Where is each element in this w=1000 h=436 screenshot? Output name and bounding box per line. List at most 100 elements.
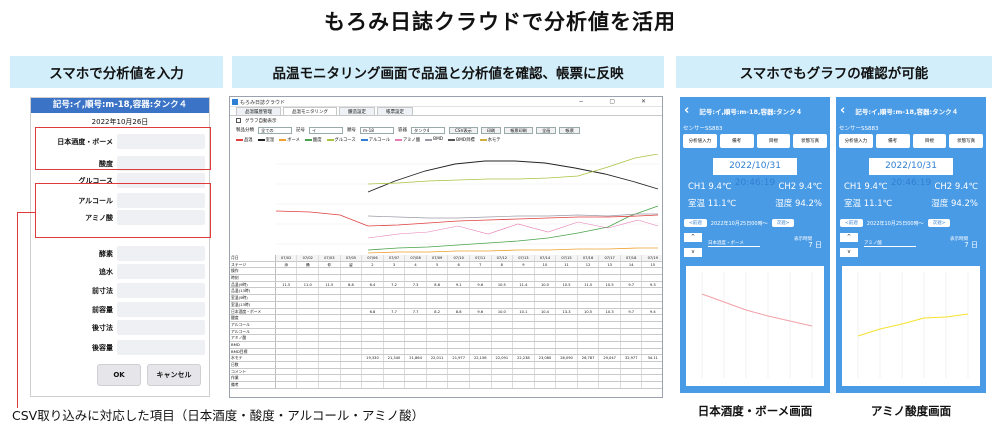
grid-cell[interactable] (341, 348, 363, 355)
grid-cell[interactable] (599, 341, 621, 348)
filter-button[interactable]: 帳票 (559, 126, 580, 134)
grid-cell[interactable]: 22,011 (427, 355, 449, 361)
grid-cell[interactable] (556, 335, 578, 341)
grid-cell[interactable] (319, 355, 341, 361)
grid-cell[interactable] (427, 315, 449, 321)
tab-1[interactable]: 品温モニタリング (283, 107, 337, 115)
grid-cell[interactable] (297, 362, 320, 368)
grid-cell[interactable] (513, 328, 535, 335)
grid-cell[interactable] (427, 362, 449, 368)
phone-action-button[interactable]: 目視 (756, 134, 791, 148)
phone-action-button[interactable]: 状態写真 (949, 134, 983, 148)
grid-cell[interactable] (470, 321, 492, 328)
grid-cell[interactable] (276, 308, 298, 315)
selector-up[interactable]: ^ (840, 233, 858, 242)
back-chevron-icon[interactable]: ‹ (840, 103, 846, 118)
grid-cell[interactable] (427, 375, 449, 382)
grid-cell[interactable] (642, 335, 662, 341)
next-week-button[interactable]: 次週> (927, 219, 951, 227)
grid-cell[interactable] (319, 308, 341, 315)
grid-cell[interactable] (448, 328, 470, 335)
grid-cell[interactable] (405, 341, 427, 348)
grid-cell[interactable] (578, 375, 600, 382)
grid-cell[interactable]: 22,091 (492, 355, 514, 361)
grid-cell[interactable] (599, 382, 621, 388)
grid-cell[interactable] (384, 321, 406, 328)
grid-cell[interactable] (492, 362, 514, 368)
no-input[interactable]: m-18 (360, 126, 394, 134)
grid-cell[interactable] (405, 321, 427, 328)
display-hours-value[interactable]: 7 日 (808, 240, 822, 250)
grid-cell[interactable] (448, 335, 470, 341)
grid-cell[interactable] (341, 321, 363, 328)
grid-cell[interactable] (642, 322, 662, 328)
grid-cell[interactable] (621, 362, 643, 368)
grid-cell[interactable] (297, 321, 320, 328)
grid-cell[interactable] (319, 341, 341, 348)
grid-cell[interactable] (621, 375, 643, 382)
grid-cell[interactable] (556, 375, 578, 382)
grid-cell[interactable] (492, 328, 514, 335)
grid-cell[interactable]: 10.5 (578, 308, 600, 315)
grid-cell[interactable]: 34.11 (642, 355, 662, 361)
grid-cell[interactable]: 7.7 (405, 308, 427, 315)
grid-cell[interactable]: 8.8 (448, 308, 470, 315)
series-name[interactable]: 日本酒度・ボーメ (708, 240, 760, 247)
grid-cell[interactable] (513, 341, 535, 348)
grid-cell[interactable] (621, 321, 643, 328)
grid-cell[interactable] (492, 315, 514, 321)
grid-cell[interactable] (621, 341, 643, 348)
grid-cell[interactable] (427, 348, 449, 355)
grid-cell[interactable] (384, 368, 406, 375)
grid-cell[interactable] (341, 328, 363, 335)
grid-cell[interactable] (621, 382, 643, 388)
tank-input[interactable]: タンク4 (411, 126, 445, 134)
selector-down[interactable]: v (684, 248, 702, 257)
grid-cell[interactable] (427, 341, 449, 348)
grid-cell[interactable] (276, 348, 298, 355)
grid-cell[interactable]: 7.7 (384, 308, 406, 315)
grid-cell[interactable]: 28,090 (556, 355, 578, 361)
next-week-button[interactable]: 次週> (771, 219, 795, 227)
grid-cell[interactable] (319, 335, 341, 341)
grid-cell[interactable] (448, 315, 470, 321)
grid-cell[interactable] (362, 368, 384, 375)
grid-cell[interactable] (621, 348, 643, 355)
grid-cell[interactable] (599, 362, 621, 368)
grid-cell[interactable] (448, 368, 470, 375)
selector-up[interactable]: ^ (684, 233, 702, 242)
series-name[interactable]: アミノ酸 (864, 240, 916, 247)
grid-cell[interactable] (599, 321, 621, 328)
grid-cell[interactable] (276, 375, 298, 382)
grid-cell[interactable]: 21,340 (384, 355, 406, 361)
grid-cell[interactable] (470, 315, 492, 321)
phone-action-button[interactable]: 備考 (719, 134, 754, 148)
grid-cell[interactable] (276, 315, 298, 321)
grid-cell[interactable] (319, 362, 341, 368)
input-field[interactable] (117, 193, 205, 208)
grid-cell[interactable] (448, 321, 470, 328)
grid-cell[interactable] (492, 335, 514, 341)
grid-cell[interactable] (362, 382, 384, 388)
grid-cell[interactable] (362, 341, 384, 348)
filter-button[interactable]: 全画 (535, 126, 557, 134)
grid-cell[interactable] (556, 341, 578, 348)
grid-cell[interactable] (578, 321, 600, 328)
grid-cell[interactable] (405, 362, 427, 368)
grid-cell[interactable] (513, 348, 535, 355)
grid-cell[interactable]: 19,330 (362, 355, 384, 361)
group-input[interactable]: 全ての (258, 126, 292, 134)
grid-cell[interactable]: 10.0 (492, 308, 514, 315)
grid-cell[interactable] (492, 341, 514, 348)
grid-cell[interactable] (427, 328, 449, 335)
grid-cell[interactable] (405, 315, 427, 321)
grid-cell[interactable] (362, 362, 384, 368)
grid-cell[interactable] (642, 342, 662, 348)
filter-button[interactable]: 帳票印刷 (504, 126, 533, 134)
grid-cell[interactable] (341, 335, 363, 341)
grid-cell[interactable] (492, 321, 514, 328)
grid-cell[interactable] (470, 348, 492, 355)
grid-cell[interactable] (276, 362, 298, 368)
grid-cell[interactable] (276, 335, 298, 341)
grid-cell[interactable]: 13.3 (556, 308, 578, 315)
